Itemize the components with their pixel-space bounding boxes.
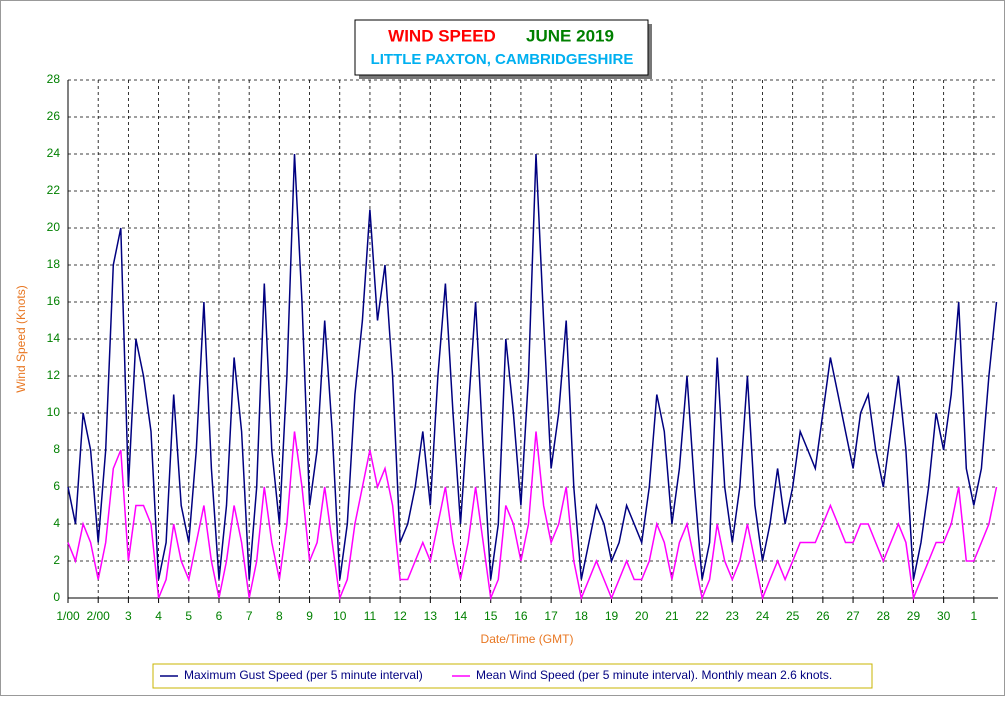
x-tick-label: 3 [125,609,132,623]
x-tick-label: 12 [393,609,407,623]
y-tick-label: 10 [47,405,61,419]
x-tick-label: 25 [786,609,800,623]
x-tick-label: 15 [484,609,498,623]
x-tick-label: 19 [605,609,619,623]
y-tick-label: 22 [47,183,61,197]
legend-box [152,663,873,689]
x-tick-label: 10 [333,609,347,623]
x-axis-label: Date/Time (GMT) [481,632,574,646]
x-tick-label: 8 [276,609,283,623]
title-box [354,19,649,76]
y-tick-label: 14 [47,331,61,345]
x-tick-label: 14 [454,609,468,623]
y-tick-label: 18 [47,257,61,271]
legend-label: Maximum Gust Speed (per 5 minute interva… [184,668,423,682]
chart-title: WIND SPEED [388,26,496,45]
y-tick-label: 26 [47,109,61,123]
y-tick-label: 20 [47,220,61,234]
x-tick-label: 11 [364,609,377,623]
x-tick-label: 13 [424,609,438,623]
series-line [67,153,998,580]
x-tick-label: 28 [877,609,891,623]
y-tick-label: 16 [47,294,61,308]
x-tick-label: 4 [155,609,162,623]
x-tick-label: 22 [695,609,709,623]
series-line [67,431,998,601]
x-tick-label: 17 [544,609,558,623]
x-tick-label: 9 [306,609,313,623]
x-tick-label: 24 [756,609,770,623]
y-tick-label: 4 [53,516,60,530]
x-tick-label: 6 [216,609,223,623]
y-tick-label: 12 [47,368,61,382]
x-tick-label: 21 [665,609,679,623]
x-tick-label: 2/00 [87,609,111,623]
y-tick-label: 6 [53,479,60,493]
x-tick-label: 5 [185,609,192,623]
x-tick-label: 26 [816,609,830,623]
chart-subtitle: LITTLE PAXTON, CAMBRIDGESHIRE [371,51,634,68]
x-tick-label: 23 [726,609,740,623]
x-tick-label: 30 [937,609,951,623]
x-tick-label: 1 [971,609,978,623]
y-tick-label: 28 [47,72,61,86]
x-tick-label: 16 [514,609,528,623]
x-tick-label: 20 [635,609,649,623]
y-axis-label: Wind Speed (Knots) [14,285,28,392]
legend-label: Mean Wind Speed (per 5 minute interval).… [476,668,832,682]
x-tick-label: 1/00 [56,609,80,623]
y-tick-label: 0 [53,590,60,604]
x-tick-label: 27 [846,609,860,623]
x-tick-label: 7 [246,609,253,623]
x-tick-label: 29 [907,609,921,623]
y-tick-label: 2 [53,553,60,567]
chart-period: JUNE 2019 [526,26,614,45]
x-tick-label: 18 [575,609,589,623]
y-tick-label: 8 [53,442,60,456]
y-tick-label: 24 [47,146,61,160]
